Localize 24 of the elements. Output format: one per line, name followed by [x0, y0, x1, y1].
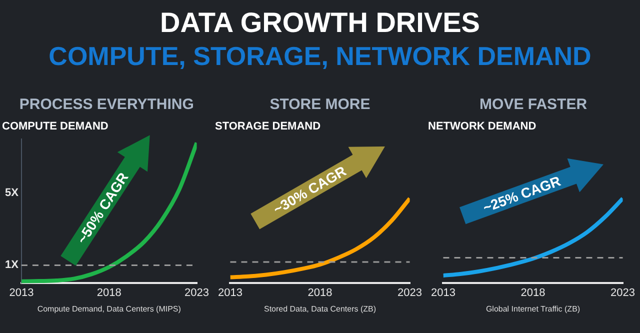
x-tick-label: 2013 [8, 286, 34, 299]
x-tick-label: 2018 [96, 286, 122, 299]
chart-subtitle: PROCESS EVERYTHING [18, 95, 195, 115]
chart-subtitle: STORE MORE [268, 95, 372, 115]
x-tick-label: 2023 [398, 286, 422, 299]
annotation: ~25% CAGR [480, 172, 564, 218]
x-tick-label: 2023 [184, 286, 209, 299]
x-tick-label: 2018 [308, 286, 332, 299]
x-axis-title: Global Internet Traffic (ZB) [486, 304, 581, 314]
x-tick-label: 2013 [218, 286, 242, 299]
x-axis-title: Stored Data, Data Centers (ZB) [264, 304, 376, 314]
line-series [21, 140, 196, 284]
chart-subtitle: MOVE FASTER [478, 95, 588, 115]
x-tick-label: 2023 [610, 286, 636, 299]
text: COMPUTE, STORAGE, NETWORK DEMAND [48, 40, 592, 72]
chart-title: COMPUTE DEMAND [2, 120, 108, 133]
chart-title: STORAGE DEMAND [214, 120, 321, 133]
y-tick-label: 1X [4, 259, 19, 272]
x-axis-title: Compute Demand, Data Centers (MIPS) [36, 304, 181, 314]
y-tick-label: 5X [4, 187, 19, 200]
x-tick-label: 2018 [521, 286, 546, 299]
chart-title: NETWORK DEMAND [428, 120, 537, 133]
x-tick-label: 2013 [431, 286, 456, 299]
text: DATA GROWTH DRIVES [159, 6, 481, 40]
